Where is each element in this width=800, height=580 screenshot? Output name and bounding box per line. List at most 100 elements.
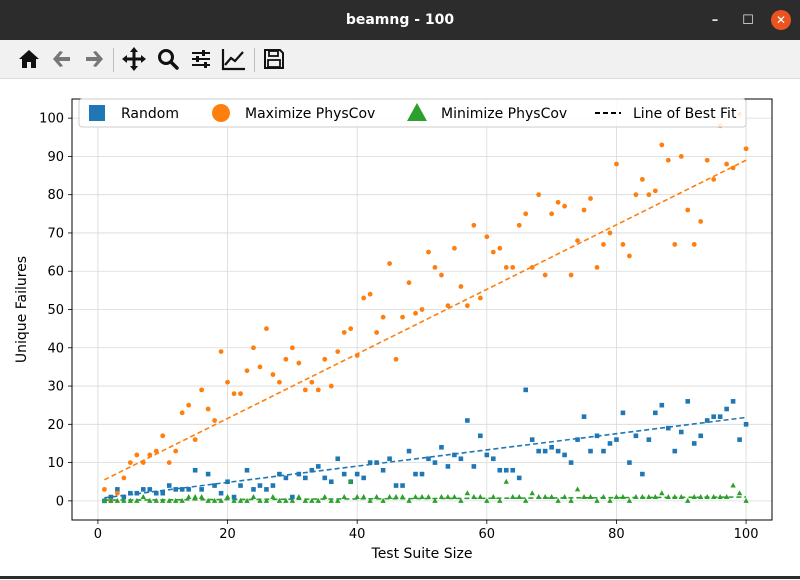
maximize-point [257, 364, 263, 370]
minimize-point [438, 494, 445, 500]
minimize-point [179, 497, 185, 503]
maximize-point [639, 176, 645, 182]
random-point [244, 467, 250, 473]
home-icon[interactable] [15, 45, 43, 73]
random-point [115, 487, 120, 492]
minimize-point [296, 494, 302, 500]
minimize-point [594, 497, 600, 503]
random-point [277, 471, 282, 477]
minimize-point [373, 494, 380, 500]
minimize-point [211, 497, 218, 503]
maximize-point [147, 452, 153, 458]
maximize-point [659, 142, 665, 148]
random-point [633, 433, 639, 439]
minimize-point [302, 497, 309, 503]
close-button[interactable]: ✕ [771, 10, 791, 30]
configure-subplots-icon[interactable] [187, 45, 215, 73]
minimize-point [127, 497, 134, 503]
random-point [575, 437, 580, 442]
minimize-point [723, 494, 730, 500]
minimize-point [140, 494, 146, 500]
maximize-point [102, 486, 107, 492]
maximize-point [413, 310, 418, 316]
maximize-point [361, 295, 367, 301]
axis-ticks: 0 20 40 60 80 100 0 10 20 30 40 50 60 70 80 90 100 [39, 112, 758, 542]
random-point [419, 471, 425, 477]
pan-icon[interactable] [120, 45, 148, 73]
y-tick-label: 10 [47, 456, 64, 471]
maximize-point [192, 437, 198, 443]
random-point [698, 433, 704, 439]
minimize-point [555, 497, 561, 503]
legend-label: Minimize PhysCov [441, 106, 567, 122]
random-point [529, 437, 535, 442]
random-point [192, 467, 198, 473]
minimize-point [114, 497, 121, 503]
minimize-point [309, 497, 315, 503]
y-tick-label: 0 [56, 494, 64, 509]
navigation-toolbar [0, 40, 800, 79]
minimize-point [315, 497, 321, 503]
minimize-point [516, 494, 522, 500]
minimize-point [419, 494, 425, 500]
random-point [341, 471, 347, 477]
random-point [166, 483, 172, 488]
y-tick-label: 60 [47, 265, 64, 280]
random-point [205, 471, 211, 477]
maximize-point [277, 379, 282, 385]
minimize-point [192, 494, 198, 500]
minimize-point [678, 494, 684, 500]
save-icon[interactable] [260, 45, 288, 73]
window-bottom-border [0, 576, 800, 579]
maximize-point [179, 410, 185, 416]
minimize-point [237, 497, 244, 503]
maximize-point [607, 230, 613, 236]
minimize-point [289, 497, 296, 503]
zoom-icon[interactable] [154, 45, 182, 73]
random-point [315, 464, 321, 469]
minimize-point [743, 497, 749, 503]
random-point [730, 399, 736, 404]
maximize-point [503, 265, 509, 270]
forward-icon[interactable] [80, 45, 108, 73]
random-point [549, 444, 554, 450]
random-point [335, 456, 341, 462]
maximize-point [665, 157, 671, 163]
random-point [490, 456, 496, 462]
minimize-point [445, 494, 451, 500]
random-point [406, 448, 412, 454]
random-point [640, 471, 645, 477]
maximize-point [264, 326, 269, 332]
edit-axis-icon[interactable] [220, 45, 248, 73]
random-point [458, 456, 464, 462]
maximize-point [685, 207, 691, 213]
maximize-point [426, 249, 431, 255]
random-point [665, 425, 671, 431]
maximize-point [458, 284, 464, 289]
random-point [653, 410, 658, 416]
toolbar-separator [113, 48, 114, 72]
maximize-point [270, 372, 276, 377]
minimize-point [322, 494, 328, 500]
maximize-point [218, 349, 224, 354]
minimize-point [736, 490, 743, 496]
random-point [724, 406, 729, 412]
maximize-point [199, 387, 205, 393]
minimize-point [386, 494, 393, 500]
random-point [516, 475, 522, 481]
random-point [717, 414, 723, 419]
minimize-button[interactable]: – [711, 12, 719, 28]
legend-marker-random [89, 105, 105, 121]
minimize-point [613, 494, 620, 500]
maximize-button[interactable]: ☐ [742, 12, 754, 28]
maximize-point [335, 349, 341, 354]
random-point [218, 490, 224, 496]
maximize-point [711, 176, 717, 182]
maximize-point [445, 303, 451, 309]
minimize-point [535, 494, 542, 500]
minimize-point [160, 497, 166, 503]
maximize-point [374, 330, 380, 335]
back-icon[interactable] [48, 45, 76, 73]
y-tick-label: 40 [47, 341, 64, 356]
minimize-point [581, 494, 587, 500]
